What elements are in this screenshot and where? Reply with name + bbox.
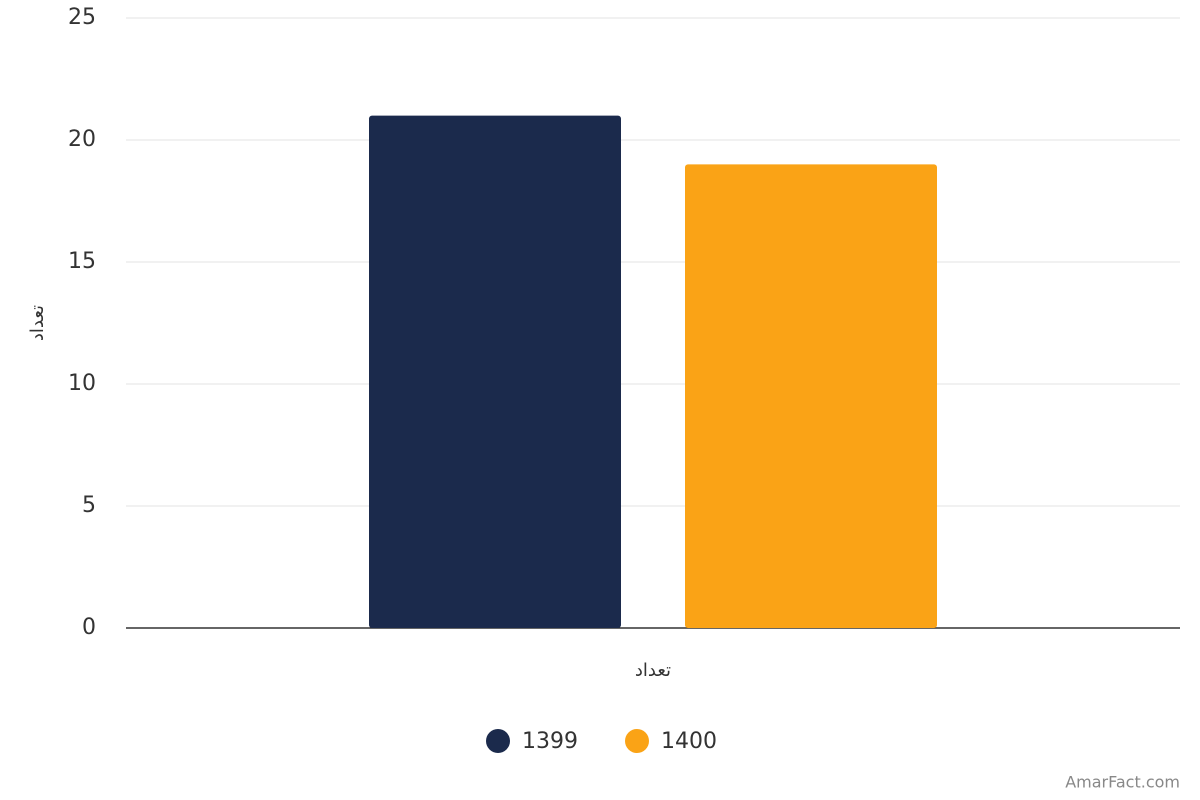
x-tick-label: تعداد — [635, 660, 671, 681]
y-tick-label: 25 — [68, 5, 96, 30]
legend-label: 1399 — [522, 729, 578, 754]
bar — [685, 164, 937, 628]
legend-label: 1400 — [661, 729, 717, 754]
y-tick-label: 10 — [68, 371, 96, 396]
credit: AmarFact.com — [1065, 773, 1180, 792]
legend-marker — [625, 729, 649, 753]
y-tick-label: 15 — [68, 249, 96, 274]
legend-marker — [486, 729, 510, 753]
y-tick-label: 20 — [68, 127, 96, 152]
y-axis-title: تعداد — [27, 305, 48, 341]
bar — [369, 115, 621, 629]
y-tick-label: 0 — [82, 615, 96, 640]
y-tick-label: 5 — [82, 493, 96, 518]
